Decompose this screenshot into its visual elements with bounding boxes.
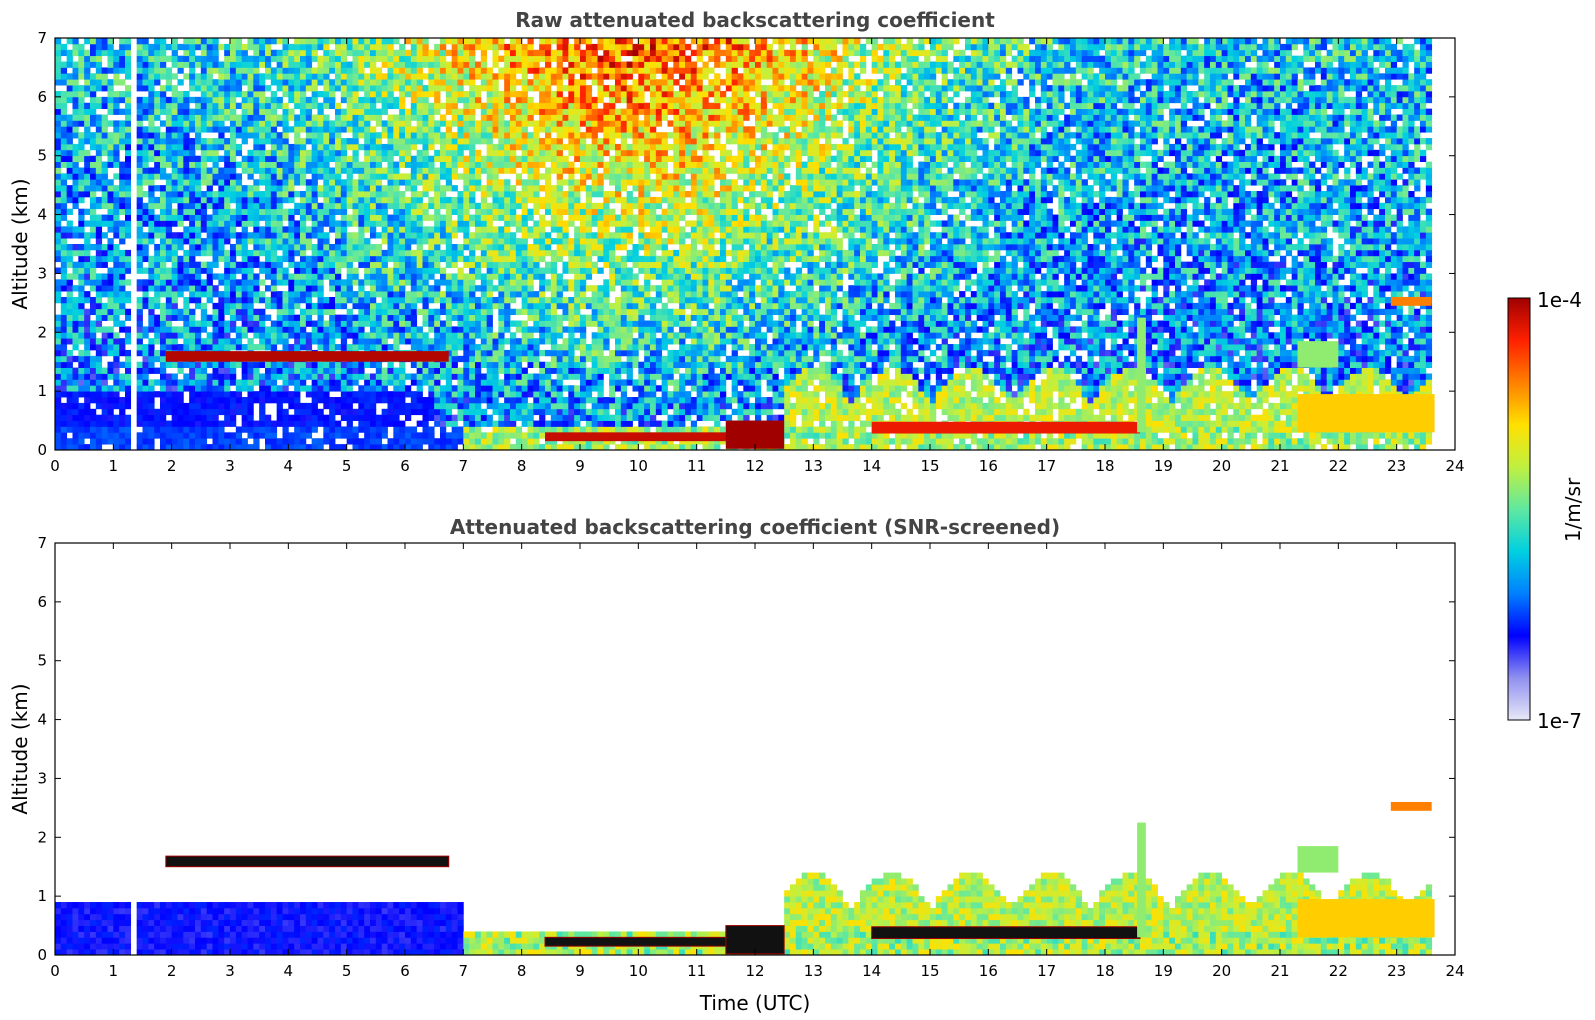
colorbar-min-label: 1e-7 <box>1537 709 1582 733</box>
colorbar-max-label: 1e-4 <box>1537 288 1582 312</box>
x-tick-label: 6 <box>400 457 410 475</box>
x-tick-label: 2 <box>167 457 177 475</box>
y-tick-label: 5 <box>37 652 47 670</box>
layer-mark <box>1137 317 1146 433</box>
y-tick-label: 4 <box>37 206 47 224</box>
panel-raw-ticks: 0 1 2 3 4 5 6 7 8 9 10 11 12 13 14 15 16 17 18 19 20 21 22 23 24… <box>37 29 1464 475</box>
layer-mark <box>1297 341 1339 368</box>
panel-raw-ylabel: Altitude (km) <box>8 178 32 309</box>
x-tick-label: 23 <box>1387 457 1406 475</box>
panel-screened: Attenuated backscattering coefficient (S… <box>8 515 1465 1015</box>
x-tick-label: 4 <box>284 962 294 980</box>
x-tick-label: 22 <box>1329 962 1348 980</box>
layer-mark <box>871 421 1140 434</box>
colorbar-bar <box>1507 297 1531 721</box>
x-tick-label: 21 <box>1270 457 1289 475</box>
x-tick-label: 23 <box>1387 962 1406 980</box>
panel-screened-title: Attenuated backscattering coefficient (S… <box>450 515 1060 539</box>
x-tick-label: 13 <box>804 457 823 475</box>
y-tick-label: 7 <box>37 534 47 552</box>
y-tick-label: 4 <box>37 711 47 729</box>
y-tick-label: 6 <box>37 593 47 611</box>
x-tick-label: 1 <box>109 457 119 475</box>
x-tick-label: 24 <box>1445 962 1464 980</box>
x-tick-label: 3 <box>225 457 235 475</box>
x-tick-label: 13 <box>804 962 823 980</box>
y-tick-label: 1 <box>37 887 47 905</box>
y-tick-label: 2 <box>37 828 47 846</box>
x-tick-label: 15 <box>920 457 939 475</box>
y-tick-label: 7 <box>37 29 47 47</box>
x-tick-label: 11 <box>687 962 706 980</box>
layer-mark <box>1390 296 1432 306</box>
panel-raw-plot-area <box>55 38 1435 451</box>
y-tick-label: 1 <box>37 382 47 400</box>
x-tick-label: 16 <box>979 962 998 980</box>
raw-backscatter-field <box>55 38 1433 451</box>
x-tick-label: 10 <box>629 962 648 980</box>
x-tick-label: 24 <box>1445 457 1464 475</box>
x-tick-label: 9 <box>575 962 585 980</box>
x-tick-label: 20 <box>1212 962 1231 980</box>
x-tick-label: 5 <box>342 962 352 980</box>
x-tick-label: 19 <box>1154 457 1173 475</box>
x-tick-label: 17 <box>1037 962 1056 980</box>
x-tick-label: 18 <box>1095 457 1114 475</box>
layer-mark <box>1297 394 1435 433</box>
x-tick-label: 3 <box>225 962 235 980</box>
y-tick-label: 2 <box>37 323 47 341</box>
layer-mark <box>1390 801 1432 811</box>
layer-mark <box>545 432 732 442</box>
panel-screened-frame <box>54 542 1456 956</box>
x-tick-label: 2 <box>167 962 177 980</box>
x-tick-label: 8 <box>517 457 527 475</box>
x-tick-label: 15 <box>920 962 939 980</box>
x-tick-label: 14 <box>862 962 881 980</box>
x-tick-label: 4 <box>284 457 294 475</box>
x-tick-label: 16 <box>979 457 998 475</box>
x-tick-label: 22 <box>1329 457 1348 475</box>
x-tick-label: 0 <box>50 962 60 980</box>
layer-mark <box>544 936 733 947</box>
x-tick-label: 19 <box>1154 962 1173 980</box>
panel-screened-xlabel: Time (UTC) <box>699 991 811 1015</box>
panel-screened-ylabel: Altitude (km) <box>8 683 32 814</box>
x-tick-label: 12 <box>745 962 764 980</box>
x-tick-label: 1 <box>109 962 119 980</box>
x-tick-label: 5 <box>342 457 352 475</box>
x-tick-label: 11 <box>687 457 706 475</box>
layer-mark <box>1297 846 1339 873</box>
x-tick-label: 20 <box>1212 457 1231 475</box>
x-tick-label: 12 <box>745 457 764 475</box>
x-tick-label: 10 <box>629 457 648 475</box>
layer-mark <box>165 351 449 362</box>
y-tick-label: 3 <box>37 264 47 282</box>
layer-mark <box>1297 899 1435 938</box>
x-tick-label: 7 <box>459 962 469 980</box>
y-tick-label: 5 <box>37 147 47 165</box>
y-tick-label: 0 <box>37 441 47 459</box>
y-tick-label: 3 <box>37 769 47 787</box>
x-tick-label: 21 <box>1270 962 1289 980</box>
layer-mark <box>165 855 450 868</box>
x-tick-label: 18 <box>1095 962 1114 980</box>
x-tick-label: 17 <box>1037 457 1056 475</box>
layer-mark <box>1137 822 1146 938</box>
y-tick-label: 6 <box>37 88 47 106</box>
colorbar: 1e-4 1e-7 1/m/sr <box>1507 288 1585 733</box>
x-tick-label: 6 <box>400 962 410 980</box>
panel-raw: Raw attenuated backscattering coefficien… <box>8 8 1465 475</box>
layer-mark <box>871 926 1141 940</box>
x-tick-label: 7 <box>459 457 469 475</box>
y-tick-label: 0 <box>37 946 47 964</box>
panel-screened-ticks: 0 1 2 3 4 5 6 7 8 9 10 11 12 13 14 15 16 17 18 19 20 21 22 23 24… <box>37 534 1464 980</box>
panel-raw-title: Raw attenuated backscattering coefficien… <box>515 8 995 32</box>
x-tick-label: 0 <box>50 457 60 475</box>
x-tick-label: 9 <box>575 457 585 475</box>
colorbar-label: 1/m/sr <box>1561 477 1585 542</box>
panel-screened-plot-area <box>55 543 1435 956</box>
x-tick-label: 14 <box>862 457 881 475</box>
x-tick-label: 8 <box>517 962 527 980</box>
